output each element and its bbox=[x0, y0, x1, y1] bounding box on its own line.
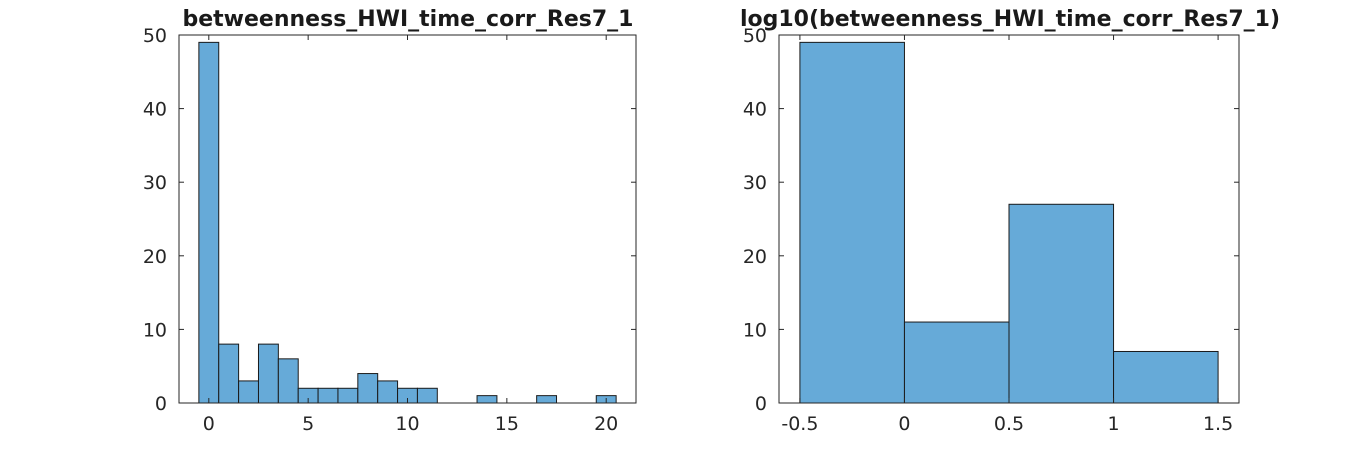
chart-title-left: betweenness_HWI_time_corr_Res7_1 bbox=[183, 7, 634, 32]
y-tick-label: 0 bbox=[755, 393, 767, 415]
x-tick-label: 20 bbox=[594, 413, 618, 435]
y-tick-label: 10 bbox=[143, 319, 167, 341]
y-tick-label: 40 bbox=[143, 99, 167, 121]
x-tick-label: 10 bbox=[395, 413, 419, 435]
histogram-bar bbox=[198, 41, 220, 404]
y-tick-label: 10 bbox=[743, 319, 767, 341]
histogram-bar bbox=[377, 380, 399, 404]
bars-right bbox=[799, 41, 1219, 404]
histogram-bar bbox=[903, 321, 1010, 404]
x-tick-label: 0 bbox=[898, 413, 910, 435]
x-tick-label: 5 bbox=[302, 413, 314, 435]
y-ticks-right: 0 10 20 30 40 50 bbox=[743, 25, 1239, 415]
histogram-bar bbox=[416, 387, 438, 404]
histogram-bar bbox=[317, 387, 339, 404]
histogram-bar bbox=[799, 41, 905, 404]
y-tick-label: 50 bbox=[143, 25, 167, 47]
x-tick-label: -0.5 bbox=[781, 413, 818, 435]
y-tick-label: 40 bbox=[743, 99, 767, 121]
y-tick-label: 20 bbox=[143, 246, 167, 268]
histogram-chart-left: betweenness_HWI_time_corr_Res7_1 0 5 10 15 2… bbox=[143, 7, 637, 435]
y-tick-label: 50 bbox=[743, 25, 767, 47]
chart-title-right: log10(betweenness_HWI_time_corr_Res7_1) bbox=[740, 7, 1280, 32]
histogram-bar bbox=[238, 380, 259, 404]
histogram-bar bbox=[536, 395, 558, 404]
histogram-bar bbox=[277, 358, 299, 404]
histogram-bar bbox=[1008, 203, 1115, 404]
x-tick-label: 1 bbox=[1107, 413, 1119, 435]
y-tick-label: 20 bbox=[743, 246, 767, 268]
axes-box-left bbox=[178, 34, 637, 404]
histogram-bar bbox=[357, 373, 379, 404]
histogram-bar bbox=[476, 395, 498, 404]
y-ticks-left: 0 10 20 30 40 50 bbox=[143, 25, 636, 415]
y-tick-label: 0 bbox=[155, 393, 167, 415]
x-tick-label: 1.5 bbox=[1203, 413, 1233, 435]
y-tick-label: 30 bbox=[143, 172, 167, 194]
x-tick-label: 0 bbox=[203, 413, 215, 435]
histogram-bar bbox=[1113, 350, 1219, 404]
histogram-chart-right: log10(betweenness_HWI_time_corr_Res7_1) … bbox=[740, 7, 1280, 435]
histogram-bar bbox=[337, 387, 359, 404]
y-tick-label: 30 bbox=[743, 172, 767, 194]
histogram-bar bbox=[257, 343, 279, 404]
x-ticks-right: -0.5 0 0.5 1 1.5 bbox=[781, 35, 1233, 435]
bars-left bbox=[198, 41, 617, 404]
x-tick-label: 15 bbox=[495, 413, 519, 435]
histogram-bar bbox=[218, 343, 240, 404]
x-tick-label: 0.5 bbox=[994, 413, 1024, 435]
x-ticks-left: 0 5 10 15 20 bbox=[203, 35, 618, 435]
